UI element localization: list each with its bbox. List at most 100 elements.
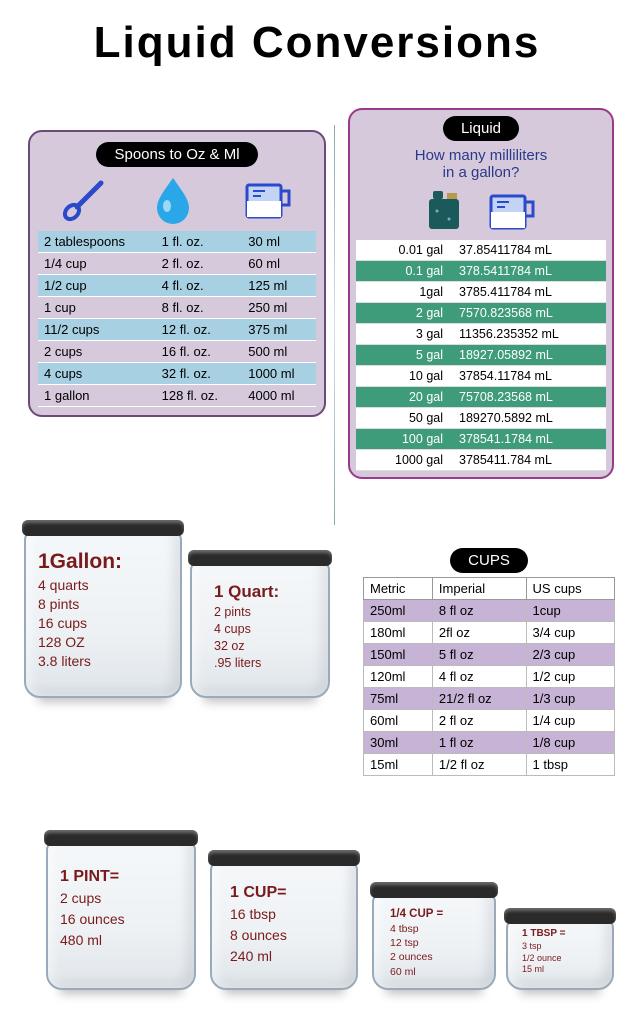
cups-row: 30ml1 fl oz1/8 cup [364, 732, 615, 754]
table-cell: 120ml [364, 666, 433, 688]
table-cell: 2 cups [38, 341, 156, 363]
table-cell: 1 fl. oz. [156, 231, 243, 253]
table-cell: 189270.5892 mL [451, 407, 606, 428]
jar-quart-l2: 4 cups [214, 621, 318, 638]
table-cell: 30 ml [242, 231, 316, 253]
table-cell: 180ml [364, 622, 433, 644]
jar-pint: 1 PINT= 2 cups 16 ounces 480 ml [46, 840, 196, 990]
jar-pint-l2: 16 ounces [60, 909, 184, 930]
table-cell: 2 fl oz [432, 710, 526, 732]
jar-quarter-cup: 1/4 CUP = 4 tbsp 12 tsp 2 ounces 60 ml [372, 892, 496, 990]
table-cell: 150ml [364, 644, 433, 666]
table-cell: 378.5411784 mL [451, 260, 606, 281]
table-cell: 50 gal [356, 407, 451, 428]
jar-tbsp-l2: 1/2 ounce [522, 953, 602, 965]
jar-gallon-l3: 16 cups [38, 614, 170, 633]
jar-pint-title: 1 PINT= [60, 868, 184, 886]
table-cell: 11/2 cups [38, 319, 156, 341]
table-cell: 3785411.784 mL [451, 449, 606, 470]
jar-pint-l3: 480 ml [60, 930, 184, 951]
table-cell: 1000 gal [356, 449, 451, 470]
table-cell: 60 ml [242, 253, 316, 275]
table-cell: 2 gal [356, 302, 451, 323]
vertical-divider [334, 125, 335, 525]
table-cell: 1/4 cup [38, 253, 156, 275]
table-cell: 4 fl. oz. [156, 275, 243, 297]
table-cell: 1/2 fl oz [432, 754, 526, 776]
table-cell: 37.85411784 mL [451, 240, 606, 261]
table-cell: 1/8 cup [526, 732, 614, 754]
table-cell: 2 fl. oz. [156, 253, 243, 275]
jar-cup-l1: 16 tbsp [230, 904, 346, 925]
table-cell: 12 fl. oz. [156, 319, 243, 341]
table-cell: 2/3 cup [526, 644, 614, 666]
table-cell: 1/2 cup [526, 666, 614, 688]
table-cell: 1 gallon [38, 385, 156, 407]
jar-qcup-l1: 4 tbsp [390, 922, 484, 936]
cups-row: 60ml2 fl oz1/4 cup [364, 710, 615, 732]
spoons-table: 2 tablespoons1 fl. oz.30 ml1/4 cup2 fl. … [38, 231, 316, 407]
spoons-header-pill: Spoons to Oz & Ml [96, 142, 257, 167]
table-cell: 8 fl. oz. [156, 297, 243, 319]
spoons-panel: Spoons to Oz & Ml 2 tablespoons1 fl. oz.… [28, 130, 326, 417]
jar-qcup-l2: 12 tsp [390, 936, 484, 950]
table-cell: 5 fl oz [432, 644, 526, 666]
jar-gallon-title: 1Gallon: [38, 550, 170, 574]
cups-section: CUPS Metric Imperial US cups 250ml8 fl o… [363, 548, 615, 776]
table-cell: 21/2 fl oz [432, 688, 526, 710]
liquid-header-pill: Liquid [443, 116, 519, 141]
jar-tbsp-title: 1 TBSP = [522, 928, 602, 939]
measuring-cup-icon [239, 177, 293, 223]
table-cell: 4000 ml [242, 385, 316, 407]
jerrycan-icon [425, 189, 465, 233]
measuring-cup-icon [483, 188, 537, 234]
water-drop-icon [153, 176, 193, 224]
spoons-row: 1/4 cup2 fl. oz.60 ml [38, 253, 316, 275]
table-cell: 3/4 cup [526, 622, 614, 644]
jar-quart-l4: .95 liters [214, 655, 318, 672]
jar-cup-title: 1 CUP= [230, 884, 346, 902]
table-cell: 60ml [364, 710, 433, 732]
spoons-icons-row [38, 173, 316, 227]
table-cell: 1 cup [38, 297, 156, 319]
jar-tbsp-l3: 15 ml [522, 964, 602, 976]
table-cell: 1/2 cup [38, 275, 156, 297]
spoons-row: 4 cups32 fl. oz.1000 ml [38, 363, 316, 385]
liquid-row: 1000 gal3785411.784 mL [356, 449, 606, 470]
table-cell: 0.01 gal [356, 240, 451, 261]
table-cell: 5 gal [356, 344, 451, 365]
table-cell: 4 fl oz [432, 666, 526, 688]
cups-col-imperial: Imperial [432, 578, 526, 600]
spoons-row: 11/2 cups12 fl. oz.375 ml [38, 319, 316, 341]
jar-quart-l1: 2 pints [214, 604, 318, 621]
spoons-row: 1 cup8 fl. oz.250 ml [38, 297, 316, 319]
table-cell: 15ml [364, 754, 433, 776]
liquid-subtitle-line2: in a gallon? [443, 164, 520, 181]
jar-cup-l2: 8 ounces [230, 925, 346, 946]
table-cell: 1000 ml [242, 363, 316, 385]
jar-qcup-l4: 60 ml [390, 965, 484, 979]
cups-row: 15ml1/2 fl oz1 tbsp [364, 754, 615, 776]
table-cell: 75708.23568 mL [451, 386, 606, 407]
table-cell: 1/3 cup [526, 688, 614, 710]
cups-row: 250ml8 fl oz1cup [364, 600, 615, 622]
table-cell: 375 ml [242, 319, 316, 341]
table-cell: 3 gal [356, 323, 451, 344]
table-cell: 75ml [364, 688, 433, 710]
liquid-panel: Liquid How many milliliters in a gallon?… [348, 108, 614, 479]
jar-gallon-l4: 128 OZ [38, 633, 170, 652]
jar-gallon: 1Gallon: 4 quarts 8 pints 16 cups 128 OZ… [24, 530, 182, 698]
cups-header-pill: CUPS [450, 548, 528, 573]
liquid-table: 0.01 gal37.85411784 mL0.1 gal378.5411784… [356, 240, 606, 471]
spoon-icon [61, 177, 107, 223]
liquid-row: 20 gal75708.23568 mL [356, 386, 606, 407]
jar-quart-title: 1 Quart: [214, 582, 318, 602]
jar-quart-l3: 32 oz [214, 638, 318, 655]
jar-gallon-l2: 8 pints [38, 595, 170, 614]
table-cell: 1/4 cup [526, 710, 614, 732]
table-cell: 18927.05892 mL [451, 344, 606, 365]
table-cell: 250 ml [242, 297, 316, 319]
table-cell: 8 fl oz [432, 600, 526, 622]
liquid-row: 10 gal37854.11784 mL [356, 365, 606, 386]
cups-row: 120ml4 fl oz1/2 cup [364, 666, 615, 688]
